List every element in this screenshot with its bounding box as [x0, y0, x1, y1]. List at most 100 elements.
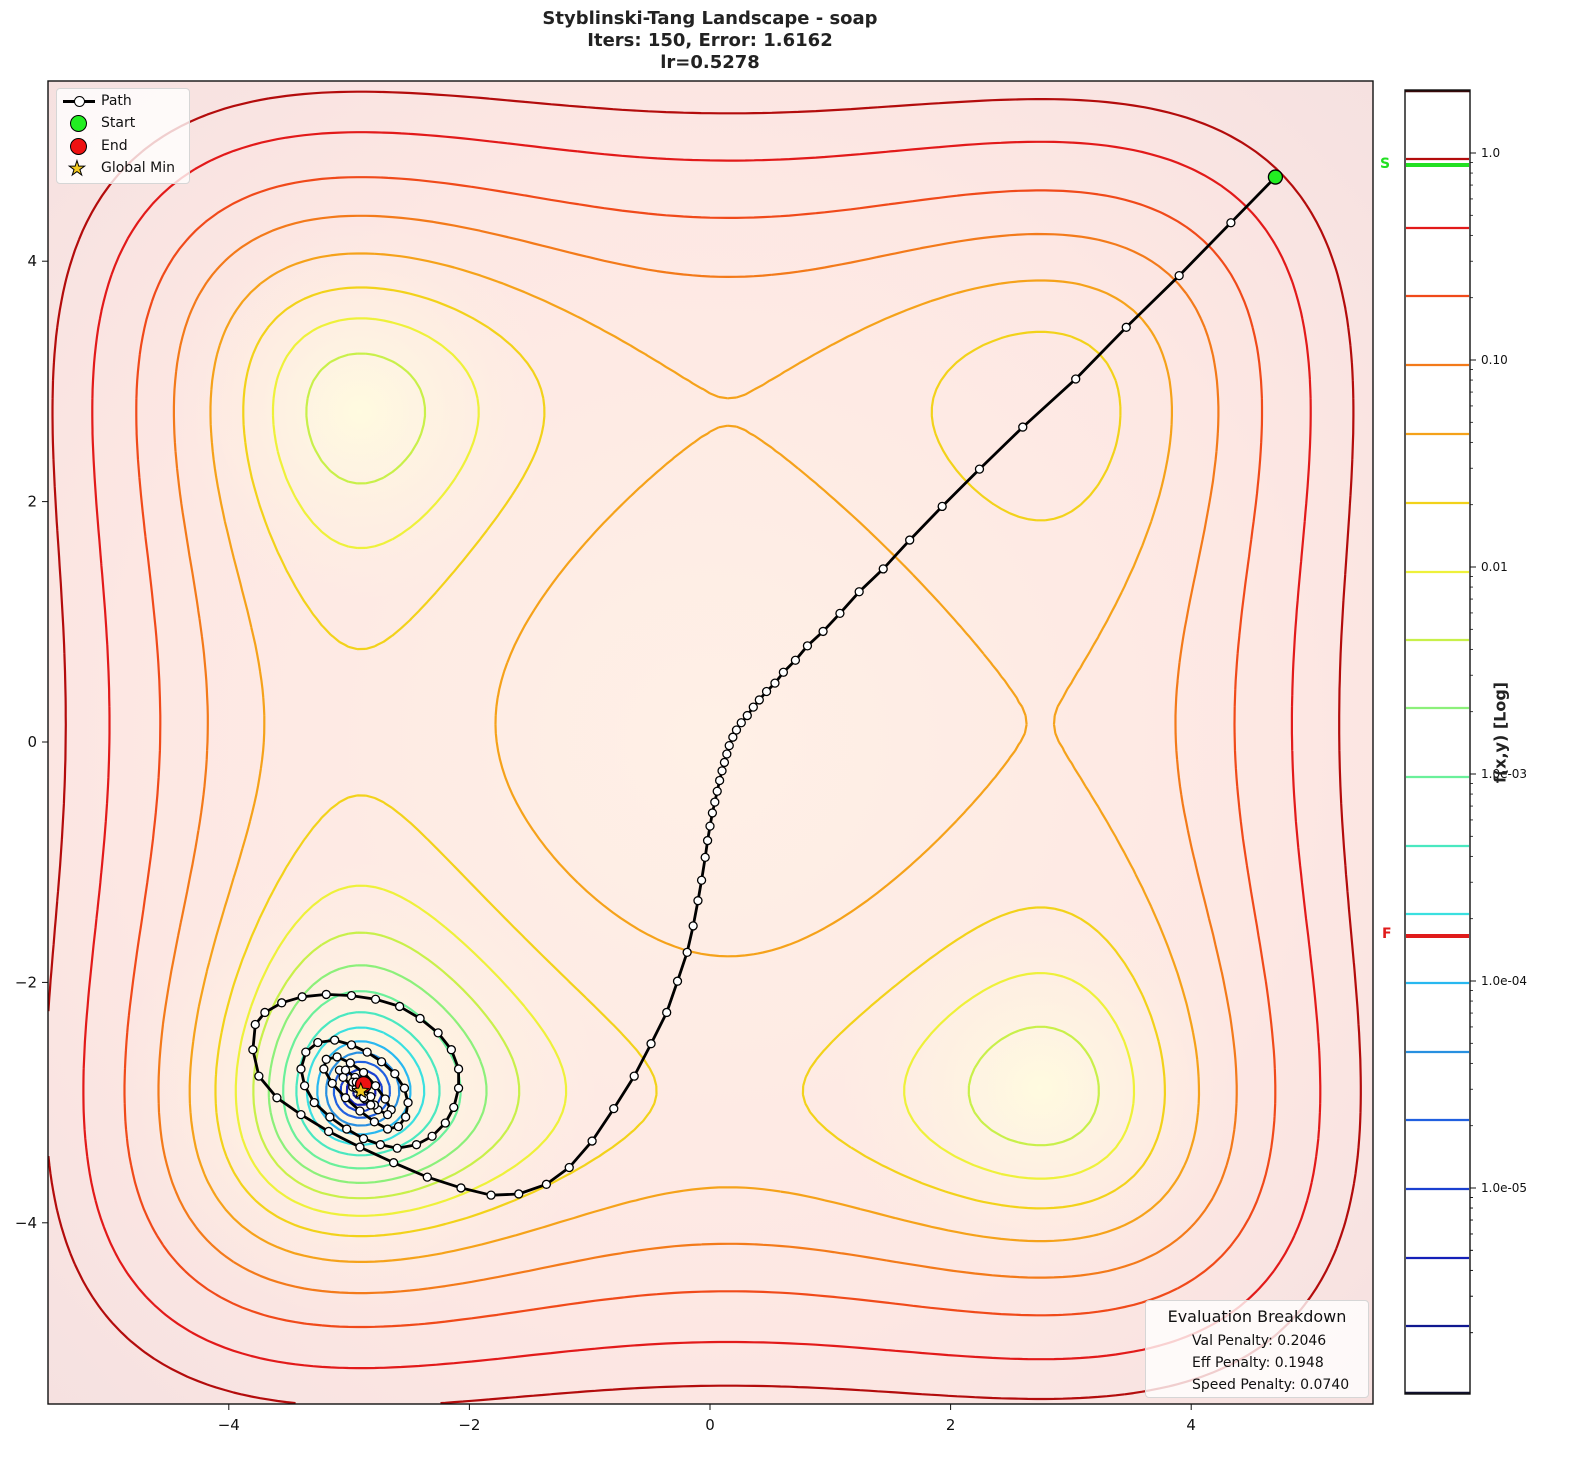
colorbar-frame [1404, 89, 1471, 1395]
path-point [321, 989, 331, 1000]
path-point [728, 732, 738, 742]
path-point [301, 1047, 311, 1057]
path-point [394, 1001, 405, 1012]
legend-item-global-min: ★ Global Min [57, 157, 175, 180]
y-tick-label: 0 [27, 733, 37, 751]
path-point [705, 821, 715, 831]
path-point [272, 1093, 282, 1103]
path-point [754, 695, 764, 705]
title-line-2: Iters: 150, Error: 1.6162 [587, 30, 833, 51]
path-point [422, 1172, 432, 1182]
path-point [382, 1109, 393, 1120]
colorbar-tick-label: 1.0e-04 [1481, 974, 1527, 988]
path-point [688, 921, 698, 931]
path-point [693, 896, 703, 906]
path-point [609, 1103, 619, 1114]
path-point [714, 775, 725, 786]
path-point [748, 702, 758, 712]
path-point [770, 678, 780, 688]
contour-level [82, 131, 1322, 1370]
contour-level [157, 214, 1238, 1295]
path-point [629, 1071, 639, 1081]
path-point [724, 740, 734, 751]
path-point [818, 626, 828, 637]
optimizer-path [248, 169, 1284, 1200]
legend: Path Start End ★ Global Min [56, 88, 190, 184]
path-point [297, 992, 307, 1002]
path-point [393, 1121, 404, 1132]
contour-level [214, 286, 1166, 1238]
path-point [717, 766, 727, 776]
path-point [355, 1106, 365, 1116]
path-point [456, 1183, 466, 1193]
path-point [778, 667, 789, 677]
contour-level [252, 352, 1100, 1200]
path-point [375, 1140, 386, 1150]
path-point [340, 1093, 351, 1103]
red-circle-icon [57, 135, 101, 157]
y-tick-label: −2 [15, 973, 37, 991]
colorbar-tick-label: 1.0e-03 [1481, 767, 1527, 781]
path-point [736, 718, 746, 728]
path-point [802, 641, 813, 651]
path-point [370, 1081, 381, 1091]
evaluation-breakdown: Evaluation Breakdown Val Penalty: 0.2046… [1145, 1300, 1369, 1398]
path-point [325, 1112, 335, 1122]
path-point [696, 875, 707, 885]
path-point [400, 1112, 411, 1122]
path-point [974, 464, 985, 474]
path-point [453, 1064, 464, 1074]
colorbar-final-marker: F [1382, 926, 1392, 942]
path-point [731, 725, 742, 735]
path-point [564, 1162, 574, 1173]
path-point [707, 808, 718, 818]
path-point [742, 710, 752, 721]
path-point [392, 1143, 402, 1153]
x-tick-label: −2 [458, 1416, 480, 1434]
path-point [411, 1140, 422, 1150]
path-point [440, 1118, 450, 1128]
green-circle-icon [57, 112, 101, 134]
path-point [248, 1045, 258, 1055]
path-point [296, 1064, 306, 1074]
path-point [1121, 322, 1131, 332]
path-point [330, 1035, 340, 1045]
path-point [346, 990, 357, 1001]
colorbar-tick-label: 0.01 [1481, 560, 1508, 574]
path-point [309, 1097, 319, 1108]
title-line-1: Styblinski-Tang Landscape - soap [542, 8, 878, 29]
path-point [905, 535, 915, 545]
path-point [250, 1019, 260, 1030]
path-point [369, 1117, 380, 1127]
path-point [340, 1065, 351, 1075]
contour-level [188, 252, 1201, 1263]
global-min-star-icon [351, 1081, 370, 1099]
colorbar-tick-label: 1.0e-05 [1481, 1181, 1527, 1195]
path-point [380, 1094, 390, 1104]
legend-item-end: End [57, 135, 128, 157]
path-point [342, 1124, 352, 1134]
path-point [358, 1067, 369, 1078]
path-point [366, 1100, 376, 1110]
path-point [399, 1083, 410, 1093]
path-point [382, 1124, 393, 1134]
path-point [878, 564, 888, 574]
path-point [1226, 218, 1236, 228]
path-point [937, 501, 947, 512]
path-point [254, 1071, 264, 1081]
legend-item-start: Start [57, 112, 135, 134]
legend-item-path: Path [57, 90, 132, 112]
path-point [433, 1028, 443, 1038]
path-point [682, 947, 692, 957]
path-point [313, 1037, 323, 1048]
x-tick-label: −4 [218, 1416, 240, 1434]
path-point [541, 1179, 552, 1189]
x-tick-label: 2 [946, 1416, 956, 1434]
path-point [388, 1158, 399, 1168]
path-point [376, 1057, 387, 1067]
path-point [327, 1078, 337, 1089]
path-point [355, 1142, 365, 1152]
path-point [702, 835, 713, 846]
colorbar-axis-title: f(x,y) [Log] [1490, 681, 1510, 784]
